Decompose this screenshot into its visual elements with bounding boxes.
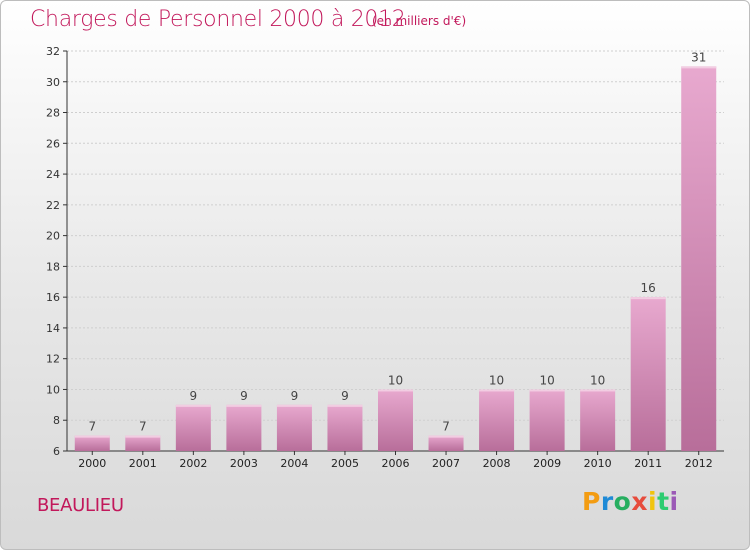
y-tick-label: 22 — [46, 199, 60, 212]
bar-highlight — [378, 389, 413, 392]
bar — [175, 404, 211, 451]
bar-highlight — [428, 435, 464, 438]
y-tick-label: 28 — [46, 107, 60, 120]
bar-highlight — [479, 389, 515, 392]
y-tick-label: 14 — [46, 322, 60, 335]
logo-letter: t — [657, 487, 670, 516]
data-label: 9 — [240, 389, 248, 403]
x-tick-label: 2008 — [483, 457, 511, 470]
x-tick-label: 2005 — [331, 457, 359, 470]
bar — [378, 389, 413, 451]
y-tick-label: 10 — [46, 383, 60, 396]
bar-highlight — [529, 389, 565, 392]
x-tick-label: 2010 — [584, 457, 612, 470]
data-label: 9 — [341, 389, 349, 403]
bar — [276, 404, 312, 451]
x-tick-label: 2011 — [634, 457, 662, 470]
data-label: 10 — [388, 373, 403, 387]
logo-letter: o — [613, 487, 632, 516]
logo-letter: P — [582, 487, 601, 516]
bar-highlight — [630, 297, 666, 300]
x-tick-label: 2007 — [432, 457, 460, 470]
y-tick-label: 18 — [46, 260, 60, 273]
logo-letter: x — [631, 487, 648, 516]
logo-letter: i — [648, 487, 658, 516]
bar — [327, 404, 363, 451]
x-tick-label: 2009 — [533, 457, 561, 470]
bar-highlight — [226, 404, 262, 407]
x-tick-label: 2000 — [78, 457, 106, 470]
x-tick-label: 2006 — [382, 457, 410, 470]
bar — [681, 66, 717, 451]
data-label: 10 — [489, 373, 504, 387]
bar-highlight — [276, 404, 312, 407]
bar — [74, 435, 110, 451]
data-label: 10 — [539, 373, 554, 387]
x-tick-label: 2003 — [230, 457, 258, 470]
data-label: 7 — [139, 420, 147, 434]
logo-letter: r — [600, 487, 614, 516]
logo-letter: i — [669, 487, 679, 516]
chart-title: Charges de Personnel 2000 à 2012 — [30, 7, 406, 32]
y-tick-label: 20 — [46, 230, 60, 243]
bar-highlight — [125, 435, 161, 438]
x-tick-label: 2004 — [280, 457, 308, 470]
data-label: 9 — [291, 389, 299, 403]
bar — [428, 435, 464, 451]
x-tick-label: 2012 — [685, 457, 713, 470]
y-tick-label: 6 — [53, 445, 60, 458]
data-label: 7 — [442, 420, 450, 434]
bar-highlight — [175, 404, 211, 407]
proxiti-logo[interactable]: Proxiti — [582, 487, 679, 516]
bar-highlight — [327, 404, 363, 407]
bar-highlight — [681, 66, 717, 69]
y-tick-label: 26 — [46, 137, 60, 150]
y-tick-label: 32 — [46, 45, 60, 58]
bar — [226, 404, 262, 451]
data-label: 16 — [641, 281, 656, 295]
y-tick-label: 30 — [46, 76, 60, 89]
bar — [630, 297, 666, 451]
data-label: 31 — [691, 50, 706, 64]
data-label: 7 — [88, 420, 96, 434]
x-tick-label: 2002 — [179, 457, 207, 470]
bar-highlight — [580, 389, 616, 392]
bar — [125, 435, 161, 451]
commune-name: BEAULIEU — [37, 495, 124, 516]
bar-highlight — [74, 435, 110, 438]
y-tick-label: 8 — [53, 414, 60, 427]
x-tick-label: 2001 — [129, 457, 157, 470]
bar — [479, 389, 515, 451]
chart-subtitle: (en milliers d'€) — [372, 14, 467, 28]
y-tick-label: 24 — [46, 168, 60, 181]
bar — [580, 389, 616, 451]
y-tick-label: 12 — [46, 353, 60, 366]
data-label: 10 — [590, 373, 605, 387]
data-label: 9 — [190, 389, 198, 403]
bar — [529, 389, 565, 451]
y-tick-label: 16 — [46, 291, 60, 304]
